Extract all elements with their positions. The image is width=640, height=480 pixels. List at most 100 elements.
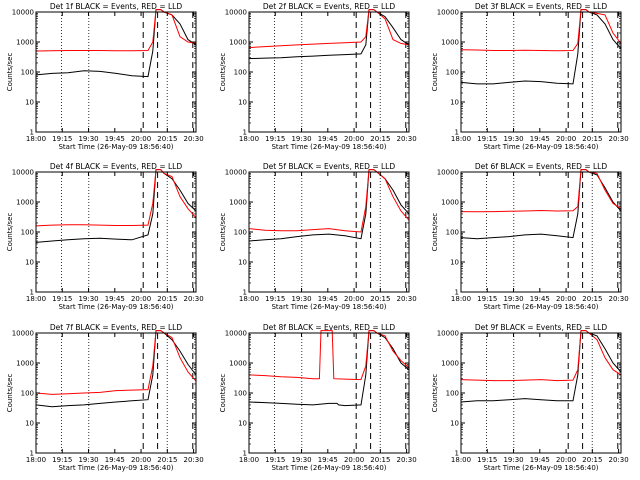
x-tick-label: 19:30 — [503, 135, 523, 143]
x-tick-label: 19:45 — [318, 135, 338, 143]
x-tick-label: 20:00 — [344, 135, 364, 143]
x-tick-label: 19:15 — [52, 135, 72, 143]
x-tick-label: 19:30 — [78, 295, 98, 303]
series-line — [460, 9, 622, 85]
x-tick-label: 20:00 — [556, 456, 576, 464]
x-axis-label: Start Time (26-May-09 18:56:40) — [271, 303, 386, 311]
y-tick-label: 1 — [30, 289, 34, 297]
x-tick-label: 19:45 — [318, 295, 338, 303]
x-tick-label: 20:00 — [131, 135, 151, 143]
y-axis-label: Counts/sec — [431, 374, 439, 413]
detector-panel: Det 4f BLACK = Events, RED = LLD 1 10 100 10… — [6, 162, 204, 311]
plot-frame — [35, 332, 197, 454]
y-tick-label: 1000 — [441, 360, 459, 368]
y-tick-label: 10000 — [225, 169, 247, 177]
y-tick-label: 100 — [446, 390, 459, 398]
x-tick-label: 19:15 — [52, 295, 72, 303]
series-line — [460, 330, 622, 403]
y-tick-label: 1000 — [16, 360, 34, 368]
x-tick-label: 20:15 — [370, 135, 390, 143]
x-tick-label: 19:30 — [291, 295, 311, 303]
series-line — [248, 169, 410, 242]
panel-title: Det 5f BLACK = Events, RED = LLD — [263, 162, 396, 171]
y-tick-label: 10 — [450, 259, 459, 267]
x-tick-label: 20:30 — [609, 456, 629, 464]
y-axis-label: Counts/sec — [219, 213, 227, 252]
x-tick-label: 20:30 — [397, 456, 417, 464]
y-tick-label: 1 — [30, 450, 34, 458]
y-tick-label: 10000 — [437, 9, 459, 17]
x-tick-label: 20:15 — [582, 456, 602, 464]
x-tick-label: 19:30 — [291, 456, 311, 464]
x-tick-label: 18:00 — [26, 135, 46, 143]
y-tick-label: 10 — [25, 420, 34, 428]
y-tick-label: 100 — [234, 69, 247, 77]
panel-title: Det 7f BLACK = Events, RED = LLD — [50, 323, 183, 332]
plot-frame — [35, 11, 197, 133]
x-tick-label: 19:15 — [477, 295, 497, 303]
x-tick-label: 20:15 — [582, 295, 602, 303]
x-axis-label: Start Time (26-May-09 18:56:40) — [483, 143, 598, 151]
x-tick-label: 20:30 — [184, 456, 204, 464]
panel-title: Det 9f BLACK = Events, RED = LLD — [475, 323, 608, 332]
series-line — [35, 330, 197, 408]
y-axis-label: Counts/sec — [219, 374, 227, 413]
y-tick-label: 1000 — [16, 39, 34, 47]
x-tick-label: 20:30 — [184, 135, 204, 143]
x-axis-label: Start Time (26-May-09 18:56:40) — [483, 464, 598, 472]
series-line — [35, 169, 197, 227]
y-axis-label: Counts/sec — [6, 374, 14, 413]
y-tick-label: 10 — [238, 99, 247, 107]
x-axis-label: Start Time (26-May-09 18:56:40) — [483, 303, 598, 311]
series-line — [248, 9, 410, 49]
x-tick-label: 18:00 — [451, 456, 471, 464]
plot-frame — [460, 171, 622, 293]
y-tick-label: 100 — [234, 229, 247, 237]
x-tick-label: 19:30 — [503, 456, 523, 464]
y-tick-label: 100 — [21, 390, 34, 398]
x-tick-label: 18:00 — [26, 456, 46, 464]
x-tick-label: 19:30 — [291, 135, 311, 143]
x-axis-label: Start Time (26-May-09 18:56:40) — [271, 464, 386, 472]
x-tick-label: 20:00 — [344, 295, 364, 303]
x-tick-label: 20:15 — [370, 456, 390, 464]
x-tick-label: 18:00 — [451, 135, 471, 143]
panel-title: Det 3f BLACK = Events, RED = LLD — [475, 2, 608, 11]
series-line — [248, 330, 410, 381]
y-tick-label: 10000 — [12, 9, 34, 17]
y-tick-label: 1000 — [441, 39, 459, 47]
x-tick-label: 19:15 — [265, 135, 285, 143]
x-axis-label: Start Time (26-May-09 18:56:40) — [271, 143, 386, 151]
detector-panel: Det 3f BLACK = Events, RED = LLD 1 10 100 10… — [431, 2, 629, 151]
detector-panel: Det 7f BLACK = Events, RED = LLD 1 10 100 10… — [6, 323, 204, 472]
y-axis-label: Counts/sec — [219, 53, 227, 92]
x-tick-label: 20:15 — [370, 295, 390, 303]
x-tick-label: 18:00 — [239, 135, 259, 143]
x-tick-label: 20:30 — [397, 135, 417, 143]
x-tick-label: 18:00 — [239, 295, 259, 303]
y-tick-label: 1 — [455, 129, 459, 137]
x-tick-label: 18:00 — [239, 456, 259, 464]
x-tick-label: 20:00 — [131, 456, 151, 464]
y-tick-label: 1000 — [229, 360, 247, 368]
y-tick-label: 10 — [25, 259, 34, 267]
y-tick-label: 1000 — [229, 39, 247, 47]
y-tick-label: 1 — [243, 289, 247, 297]
x-tick-label: 20:30 — [184, 295, 204, 303]
x-tick-label: 20:30 — [397, 295, 417, 303]
x-tick-label: 20:30 — [609, 295, 629, 303]
x-tick-label: 20:15 — [157, 295, 177, 303]
x-tick-label: 19:45 — [530, 135, 550, 143]
x-tick-label: 19:15 — [477, 456, 497, 464]
y-tick-label: 100 — [446, 69, 459, 77]
x-tick-label: 19:15 — [265, 456, 285, 464]
x-tick-label: 20:15 — [582, 135, 602, 143]
series-line — [248, 9, 410, 60]
detector-panel: Det 6f BLACK = Events, RED = LLD 1 10 100 10… — [431, 162, 629, 311]
y-tick-label: 10000 — [437, 169, 459, 177]
y-axis-label: Counts/sec — [431, 53, 439, 92]
x-tick-label: 19:15 — [265, 295, 285, 303]
x-tick-label: 20:00 — [556, 135, 576, 143]
series-line — [35, 9, 197, 52]
